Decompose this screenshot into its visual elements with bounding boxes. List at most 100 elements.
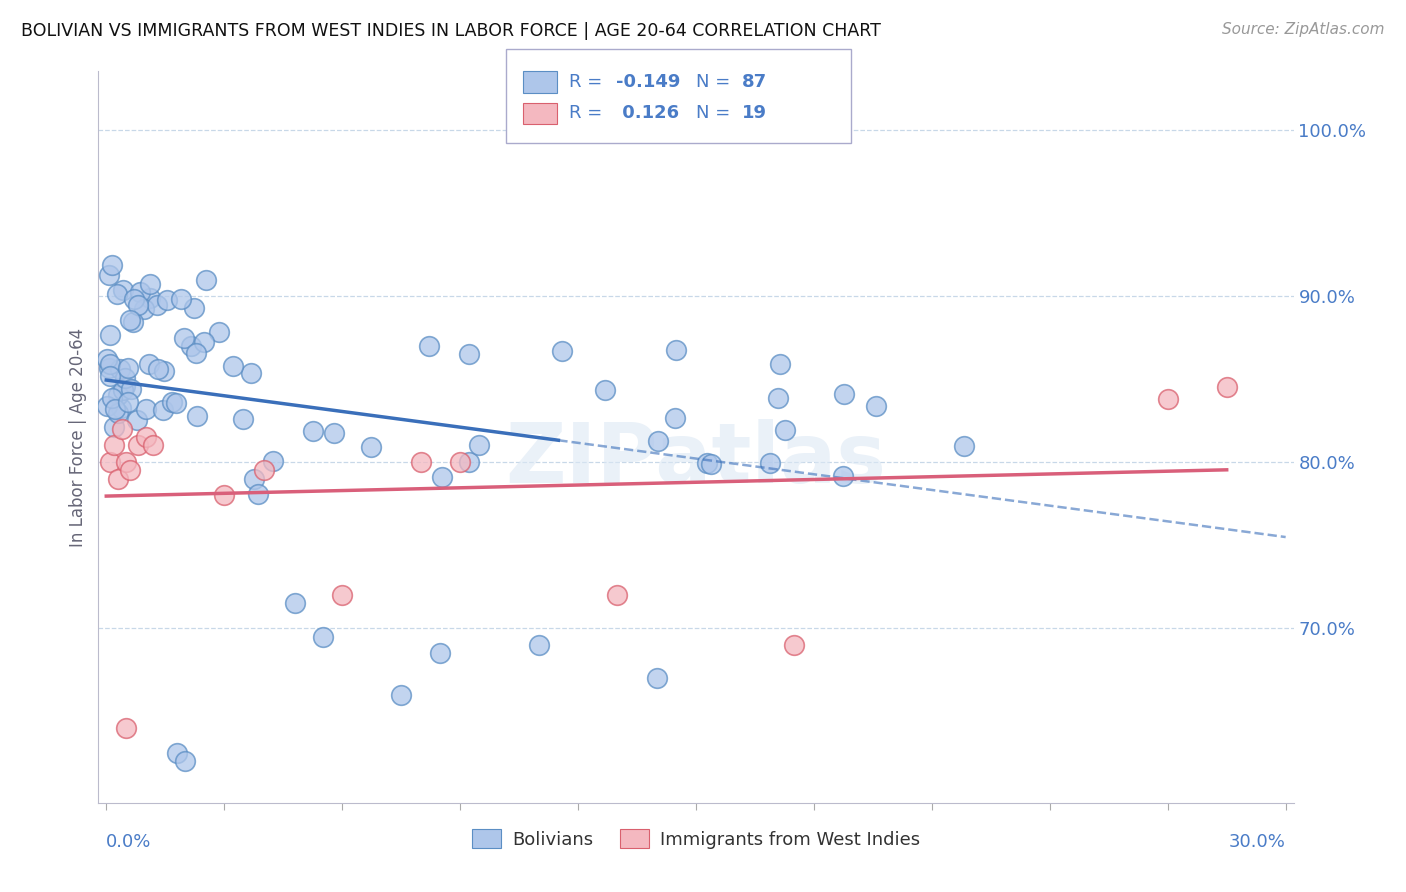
Point xyxy=(783,638,806,652)
Point xyxy=(865,399,887,413)
Point xyxy=(183,301,205,315)
Point xyxy=(180,339,202,353)
Point xyxy=(98,369,121,384)
Point xyxy=(165,396,187,410)
Point xyxy=(194,273,217,287)
Point xyxy=(527,638,550,652)
Point xyxy=(96,400,118,414)
Point xyxy=(302,425,325,439)
Point xyxy=(127,298,149,312)
Text: R =: R = xyxy=(569,73,609,91)
Point xyxy=(409,455,432,469)
Point xyxy=(664,410,686,425)
Point xyxy=(107,406,129,420)
Point xyxy=(832,387,855,401)
Point xyxy=(112,383,135,397)
Point xyxy=(240,366,263,380)
Point xyxy=(184,346,207,360)
Point xyxy=(104,401,127,416)
Point xyxy=(647,434,669,448)
Point xyxy=(311,630,333,644)
Point xyxy=(138,357,160,371)
Point xyxy=(208,325,231,339)
Point xyxy=(664,343,686,357)
Text: 19: 19 xyxy=(742,104,768,122)
Point xyxy=(98,455,121,469)
Point xyxy=(135,401,157,416)
Point xyxy=(107,472,129,486)
Point xyxy=(262,454,284,468)
Point xyxy=(360,440,382,454)
Point xyxy=(127,412,149,426)
Point xyxy=(162,394,184,409)
Point xyxy=(105,286,128,301)
Point xyxy=(120,382,142,396)
Point xyxy=(430,470,453,484)
Text: 0.0%: 0.0% xyxy=(107,833,152,851)
Point xyxy=(449,455,471,469)
Point xyxy=(111,283,134,297)
Point xyxy=(284,596,307,610)
Point xyxy=(468,438,491,452)
Point xyxy=(127,438,149,452)
Point xyxy=(103,438,125,452)
Point xyxy=(122,292,145,306)
Point xyxy=(96,352,118,367)
Point xyxy=(118,312,141,326)
Point xyxy=(1215,380,1237,394)
Point xyxy=(115,455,138,469)
Point xyxy=(114,370,136,384)
Text: BOLIVIAN VS IMMIGRANTS FROM WEST INDIES IN LABOR FORCE | AGE 20-64 CORRELATION C: BOLIVIAN VS IMMIGRANTS FROM WEST INDIES … xyxy=(21,22,882,40)
Legend: Bolivians, Immigrants from West Indies: Bolivians, Immigrants from West Indies xyxy=(465,822,927,856)
Text: N =: N = xyxy=(696,73,735,91)
Text: R =: R = xyxy=(569,104,609,122)
Point xyxy=(153,364,176,378)
Point xyxy=(139,292,162,306)
Point xyxy=(146,362,169,376)
Point xyxy=(700,457,723,471)
Point xyxy=(117,395,139,409)
Text: 30.0%: 30.0% xyxy=(1229,833,1285,851)
Point xyxy=(107,388,129,402)
Point xyxy=(121,315,143,329)
Point xyxy=(146,298,169,312)
Text: Source: ZipAtlas.com: Source: ZipAtlas.com xyxy=(1222,22,1385,37)
Point xyxy=(110,401,132,415)
Point xyxy=(247,487,270,501)
Point xyxy=(193,335,215,350)
Point xyxy=(232,412,254,426)
Point xyxy=(114,379,136,393)
Point xyxy=(101,258,124,272)
Point xyxy=(330,588,353,602)
Point xyxy=(173,331,195,345)
Point xyxy=(98,327,121,342)
Point xyxy=(1157,392,1180,406)
Point xyxy=(186,409,208,424)
Text: 87: 87 xyxy=(742,73,768,91)
Point xyxy=(100,357,122,371)
Text: N =: N = xyxy=(696,104,735,122)
Point xyxy=(108,362,131,376)
Point xyxy=(429,646,451,660)
Text: 0.126: 0.126 xyxy=(616,104,679,122)
Point xyxy=(142,438,165,452)
Point xyxy=(117,361,139,376)
Point xyxy=(156,293,179,308)
Y-axis label: In Labor Force | Age 20-64: In Labor Force | Age 20-64 xyxy=(69,327,87,547)
Point xyxy=(759,457,782,471)
Point xyxy=(103,419,125,434)
Point xyxy=(831,469,853,483)
Point xyxy=(129,285,152,299)
Point xyxy=(952,439,974,453)
Point xyxy=(111,422,134,436)
Point xyxy=(98,268,121,282)
Point xyxy=(773,423,796,437)
Point xyxy=(98,361,121,376)
Point xyxy=(606,588,628,602)
Point xyxy=(389,688,412,702)
Point xyxy=(457,347,479,361)
Point xyxy=(222,359,245,374)
Point xyxy=(132,301,155,316)
Point xyxy=(322,425,344,440)
Point xyxy=(169,292,191,306)
